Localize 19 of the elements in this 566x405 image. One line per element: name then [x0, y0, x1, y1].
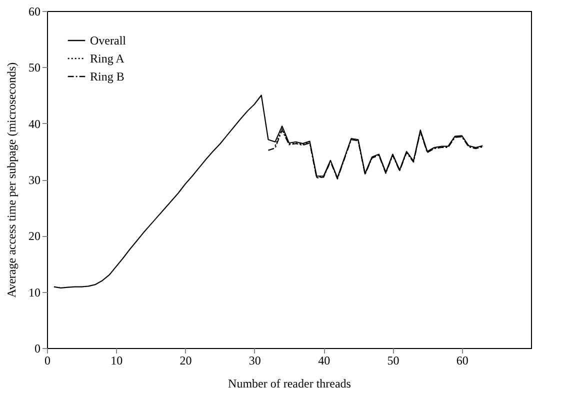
legend-label: Ring A [90, 52, 125, 66]
x-tick-label: 10 [110, 354, 123, 368]
y-tick-label: 20 [28, 229, 40, 244]
x-tick-label: 40 [318, 354, 330, 368]
y-tick-label: 60 [28, 4, 40, 18]
x-axis-title: Number of reader threads [228, 376, 352, 390]
y-tick-label: 30 [28, 173, 40, 187]
y-tick-label: 0 [34, 342, 40, 356]
y-axis-title: Average access time per subpage (microseconds) [4, 62, 18, 298]
y-tick-label: 50 [28, 60, 40, 75]
x-tick-label: 50 [387, 354, 400, 368]
x-tick-label: 30 [248, 354, 261, 368]
y-tick-label: 40 [28, 116, 40, 131]
legend-label: Overall [90, 34, 127, 48]
x-tick-label: 60 [456, 354, 468, 368]
y-tick-label: 10 [28, 285, 40, 300]
legend-label: Ring B [90, 70, 124, 84]
x-tick-label: 0 [44, 354, 50, 368]
x-tick-label: 20 [180, 354, 192, 368]
